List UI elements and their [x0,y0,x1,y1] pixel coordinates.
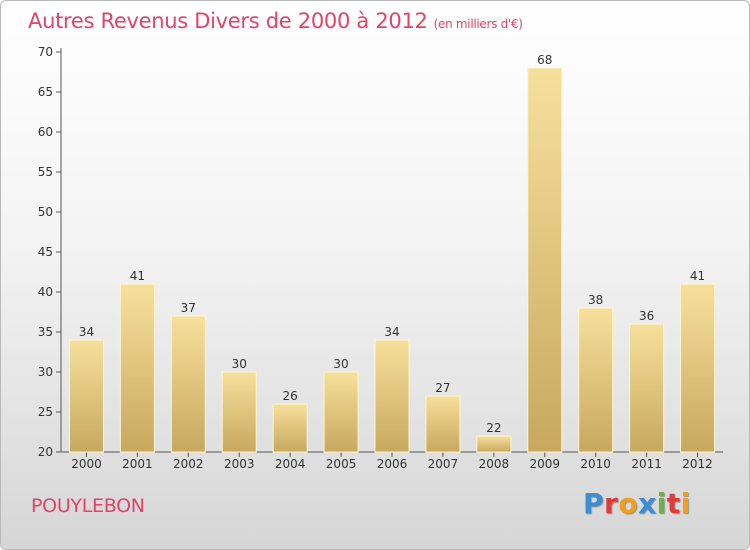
logo-letter: o [618,487,639,520]
y-tick-label: 20 [38,445,53,459]
x-tick-label: 2000 [71,457,102,471]
data-label-2002: 37 [181,301,196,315]
y-tick-label: 25 [38,405,53,419]
x-tick-label: 2008 [479,457,510,471]
logo-letter: P [583,487,605,520]
chart-labels: 34 41 37 30 26 30 34 27 22 68 38 36 41 [79,53,705,435]
bar-2000 [68,339,104,453]
y-tick-label: 35 [38,325,53,339]
bar-2008 [476,435,512,453]
logo-letter: x [638,487,657,520]
data-label-2011: 36 [639,309,654,323]
bar-2006 [374,339,410,453]
y-tick-label: 40 [38,285,53,299]
x-tick-label: 2007 [428,457,459,471]
bar-2009 [527,67,563,453]
data-label-2003: 30 [232,357,247,371]
chart-unit: (en milliers d'€) [433,17,523,31]
chart-axes: 20 25 30 35 40 45 50 55 60 65 70 2000 2001 2002 2003 20… [38,45,723,471]
data-label-2007: 27 [435,381,450,395]
x-tick-label: 2003 [224,457,255,471]
data-label-2005: 30 [333,357,348,371]
bar-2007 [425,395,461,453]
chart-title: Autres Revenus Divers de 2000 à 2012 (en … [28,9,523,33]
data-label-2009: 68 [537,53,552,67]
data-label-2001: 41 [130,269,145,283]
y-tick-label: 45 [38,245,53,259]
bar-2001 [119,283,155,453]
data-label-2010: 38 [588,293,603,307]
x-tick-label: 2002 [173,457,204,471]
bar-2002 [170,315,206,453]
x-tick-label: 2011 [631,457,662,471]
x-tick-label: 2012 [682,457,713,471]
bar-2011 [629,323,665,453]
bar-2005 [323,371,359,453]
chart-bars [68,67,716,453]
x-tick-label: 2004 [275,457,306,471]
logo-letter: i [656,487,667,520]
y-tick-label: 30 [38,365,53,379]
y-tick-label: 50 [38,205,53,219]
y-tick-label: 70 [38,45,53,59]
logo-letter: t [666,487,681,520]
y-tick-label: 60 [38,125,53,139]
y-tick-label: 65 [38,85,53,99]
x-tick-label: 2009 [529,457,560,471]
x-tick-label: 2001 [122,457,153,471]
x-tick-label: 2005 [326,457,357,471]
logo-letter: i [680,487,691,520]
x-tick-label: 2006 [377,457,408,471]
y-tick-label: 55 [38,165,53,179]
proxiti-logo: Proxiti [583,487,691,520]
data-label-2004: 26 [283,389,298,403]
data-label-2000: 34 [79,325,94,339]
bar-2010 [578,307,614,453]
logo-letter: r [604,487,619,520]
bar-2004 [272,403,308,453]
bar-2003 [221,371,257,453]
bar-2012 [680,283,716,453]
data-label-2006: 34 [384,325,399,339]
chart-title-text: Autres Revenus Divers de 2000 à 2012 [28,9,428,33]
data-label-2008: 22 [486,421,501,435]
data-label-2012: 41 [690,269,705,283]
x-tick-label: 2010 [580,457,611,471]
commune-name: POUYLEBON [31,495,145,517]
